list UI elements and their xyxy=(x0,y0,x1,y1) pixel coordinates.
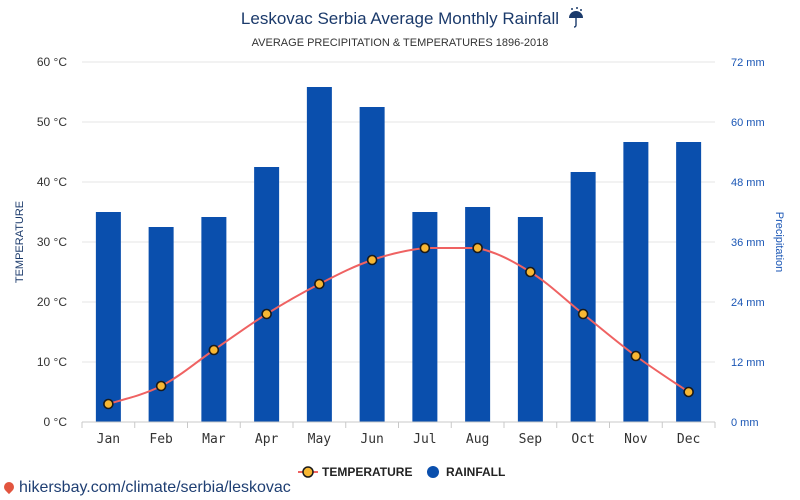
temperature-point xyxy=(419,242,431,254)
umbrella-rain-icon xyxy=(569,7,583,28)
axis-ticks: 0 °C 0 mm 10 °C 12 mm 20 °C 24 mm 30 °C 36 mm 40… xyxy=(37,55,765,447)
legend-bar-swatch xyxy=(427,466,439,478)
y-right-tick-label: 0 mm xyxy=(731,417,759,429)
temperature-point xyxy=(525,266,536,278)
y-right-tick-label: 12 mm xyxy=(731,357,765,369)
y-right-tick-label: 60 mm xyxy=(731,117,765,129)
rainfall-bar xyxy=(306,87,332,422)
y-right-tick-label: 24 mm xyxy=(731,297,765,309)
temperature-line xyxy=(103,242,694,410)
chart-title: Leskovac Serbia Average Monthly Rainfall xyxy=(241,9,559,28)
rainfall-bar xyxy=(254,167,280,422)
x-tick-label: Dec xyxy=(677,432,700,447)
rainfall-bar xyxy=(95,212,121,422)
temperature-point xyxy=(261,308,272,320)
x-tick-label: Nov xyxy=(624,432,648,447)
temperature-point xyxy=(314,278,325,290)
y-axis-left-title: TEMPERATURE xyxy=(14,201,26,283)
rainfall-bar xyxy=(623,142,649,422)
temperature-point xyxy=(683,386,694,398)
temperature-line-path xyxy=(108,247,690,405)
x-tick-label: May xyxy=(308,432,332,447)
x-tick-label: Jun xyxy=(360,432,383,447)
x-tick-label: Feb xyxy=(149,432,173,447)
x-tick-label: Jan xyxy=(97,432,120,447)
legend[interactable]: TEMPERATURE RAINFALL xyxy=(298,465,505,479)
y-left-tick-label: 0 °C xyxy=(44,415,68,429)
temperature-point xyxy=(630,350,642,362)
y-left-tick-label: 10 °C xyxy=(37,355,67,369)
y-axis-right-title: Precipitation xyxy=(773,212,785,273)
y-left-tick-label: 50 °C xyxy=(37,115,67,129)
y-right-tick-label: 36 mm xyxy=(731,237,765,249)
rainfall-bars xyxy=(95,87,702,422)
y-left-tick-label: 60 °C xyxy=(37,55,67,69)
rainfall-bar xyxy=(148,227,174,422)
x-tick-label: Oct xyxy=(571,432,594,447)
x-tick-label: Mar xyxy=(202,432,226,447)
y-left-tick-label: 20 °C xyxy=(37,295,67,309)
legend-rainfall-label: RAINFALL xyxy=(446,465,505,479)
rainfall-bar xyxy=(517,217,543,422)
legend-temperature-label: TEMPERATURE xyxy=(322,465,412,479)
y-left-tick-label: 30 °C xyxy=(37,235,67,249)
chart-subtitle: AVERAGE PRECIPITATION & TEMPERATURES 189… xyxy=(252,37,549,49)
temperature-point xyxy=(472,242,483,254)
x-tick-label: Jul xyxy=(413,432,436,447)
x-tick-label: Apr xyxy=(255,432,279,447)
grid-lines xyxy=(82,61,715,423)
source-watermark[interactable]: hikersbay.com/climate/serbia/leskovac xyxy=(1,479,291,497)
temperature-point xyxy=(366,254,378,266)
location-pin-icon xyxy=(1,479,17,495)
temperature-point xyxy=(577,308,589,320)
rainfall-bar xyxy=(201,217,227,422)
watermark-text: hikersbay.com/climate/serbia/leskovac xyxy=(19,479,291,496)
legend-marker-swatch xyxy=(302,466,314,478)
temperature-point xyxy=(208,344,220,356)
y-left-tick-label: 40 °C xyxy=(37,175,67,189)
x-tick-label: Aug xyxy=(466,432,489,447)
x-tick-label: Sep xyxy=(519,432,543,447)
y-right-tick-label: 72 mm xyxy=(731,57,765,69)
temperature-point xyxy=(103,398,114,410)
y-right-tick-label: 48 mm xyxy=(731,177,765,189)
rainfall-bar xyxy=(676,142,702,422)
rainfall-bar xyxy=(465,207,491,422)
rainfall-bar xyxy=(570,172,596,422)
legend-item-temperature[interactable]: TEMPERATURE xyxy=(298,465,412,479)
legend-item-rainfall[interactable]: RAINFALL xyxy=(427,465,505,479)
temperature-point xyxy=(155,380,167,392)
